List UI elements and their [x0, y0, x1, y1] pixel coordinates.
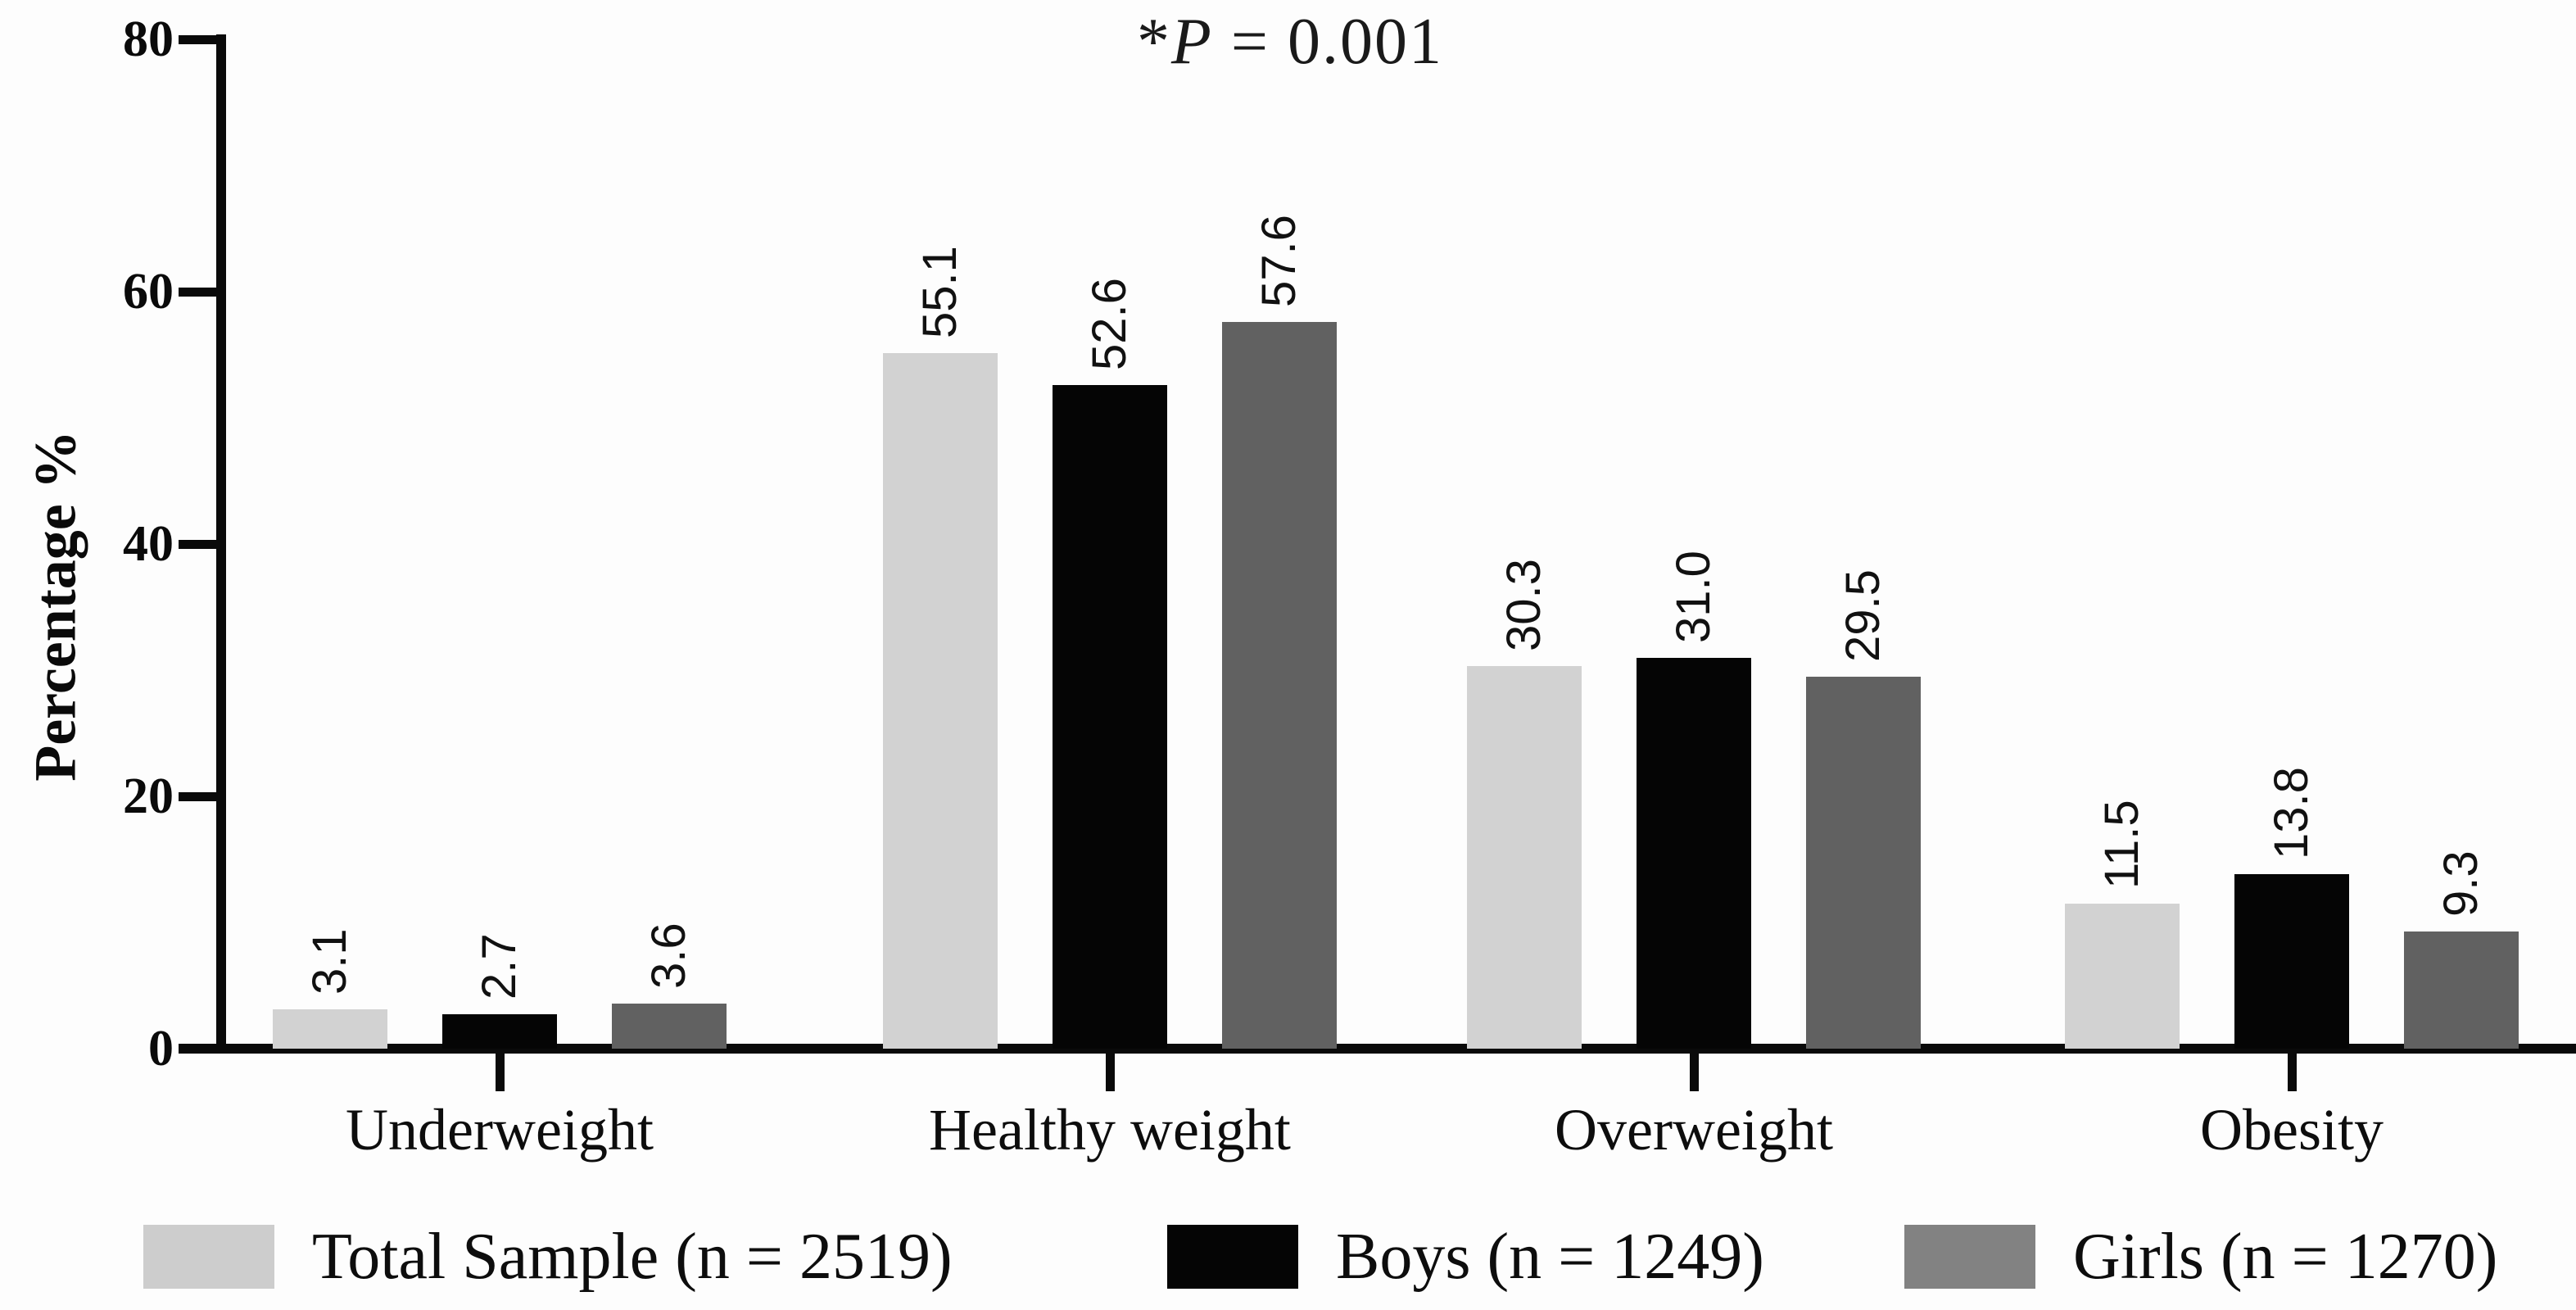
- y-tick-label: 40: [123, 516, 174, 572]
- bar-value-label: 31.0: [1667, 551, 1720, 643]
- legend-swatch-boys: [1167, 1225, 1298, 1289]
- x-tick-mark: [1689, 1054, 1699, 1091]
- bar-boys-healthy-weight: [1053, 385, 1167, 1049]
- legend-label: Total Sample (n = 2519): [312, 1220, 953, 1293]
- legend-swatch-total: [143, 1225, 274, 1289]
- y-tick-label: 0: [148, 1021, 174, 1077]
- chart-title-asterisk: *: [1137, 6, 1171, 78]
- bar-total-overweight: [1467, 666, 1582, 1049]
- bar-value-label: 3.1: [303, 928, 356, 995]
- y-tick-mark: [179, 287, 216, 297]
- bar-girls-underweight: [612, 1004, 727, 1049]
- bar-girls-healthy-weight: [1222, 322, 1337, 1049]
- chart-title-p-symbol: P: [1171, 6, 1213, 78]
- bar-girls-obesity: [2404, 932, 2519, 1049]
- bar-value-label: 29.5: [1836, 569, 1890, 662]
- bar-value-label: 3.6: [642, 922, 695, 989]
- y-tick-mark: [179, 1044, 216, 1054]
- bar-value-label: 52.6: [1083, 278, 1136, 370]
- legend-swatch-girls: [1904, 1225, 2035, 1289]
- y-tick-mark: [179, 539, 216, 549]
- legend-item-girls: Girls (n = 1270): [1904, 1214, 2497, 1299]
- legend-label: Girls (n = 1270): [2073, 1220, 2498, 1293]
- bar-total-underweight: [273, 1009, 387, 1049]
- bar-total-obesity: [2065, 904, 2180, 1049]
- bar-value-label: 9.3: [2434, 850, 2488, 917]
- bar-boys-underweight: [442, 1014, 557, 1049]
- category-label-underweight: Underweight: [346, 1097, 654, 1163]
- x-tick-mark: [1105, 1054, 1115, 1091]
- category-label-healthy-weight: Healthy weight: [929, 1097, 1291, 1163]
- bar-girls-overweight: [1806, 677, 1921, 1049]
- y-tick-label: 60: [123, 264, 174, 320]
- y-tick-mark: [179, 34, 216, 44]
- legend-item-total: Total Sample (n = 2519): [143, 1214, 953, 1299]
- legend-label: Boys (n = 1249): [1336, 1220, 1764, 1293]
- bar-value-label: 30.3: [1497, 559, 1551, 651]
- y-tick-mark: [179, 791, 216, 801]
- category-label-overweight: Overweight: [1555, 1097, 1833, 1163]
- bar-value-label: 57.6: [1252, 215, 1306, 307]
- x-axis-line: [179, 1044, 2576, 1054]
- bar-boys-obesity: [2234, 874, 2349, 1049]
- bar-boys-overweight: [1637, 658, 1751, 1049]
- x-tick-mark: [2287, 1054, 2297, 1091]
- legend-item-boys: Boys (n = 1249): [1167, 1214, 1764, 1299]
- category-label-obesity: Obesity: [2200, 1097, 2384, 1163]
- bar-value-label: 11.5: [2095, 800, 2148, 889]
- bar-value-label: 13.8: [2265, 767, 2318, 859]
- y-tick-label: 80: [123, 11, 174, 67]
- chart-title: *P = 0.001: [1137, 5, 1443, 79]
- bar-value-label: 55.1: [913, 246, 967, 338]
- y-axis-line: [216, 34, 226, 1054]
- bar-value-label: 2.7: [473, 933, 526, 999]
- y-tick-label: 20: [123, 768, 174, 824]
- x-tick-mark: [495, 1054, 505, 1091]
- bar-total-healthy-weight: [883, 353, 998, 1049]
- chart-title-value: = 0.001: [1212, 6, 1443, 78]
